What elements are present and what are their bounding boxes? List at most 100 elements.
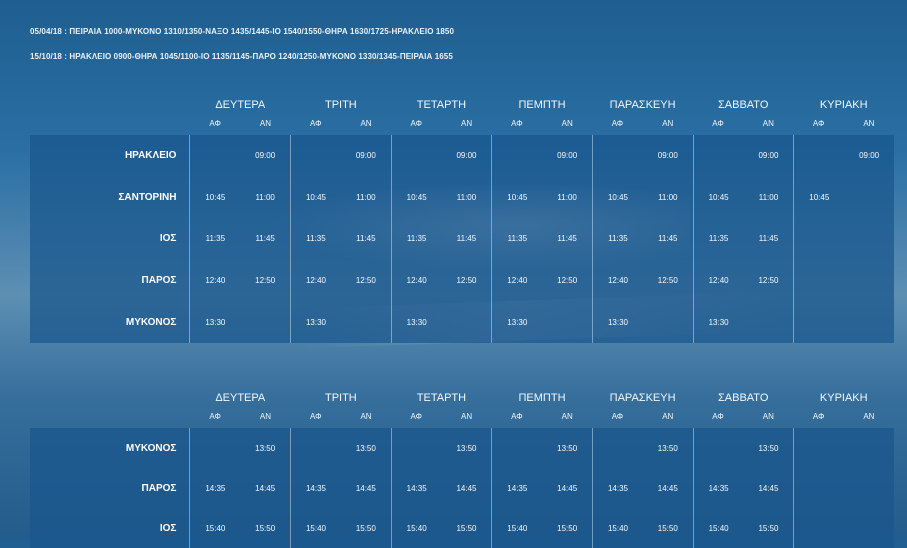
departure-time: 15:50 bbox=[456, 523, 477, 533]
arrival-time: 15:40 bbox=[305, 523, 327, 533]
departure-time: 09:00 bbox=[456, 151, 477, 161]
departure-time: 14:45 bbox=[355, 483, 376, 493]
day-header-wednesday: ΤΕΤΑΡΤΗ bbox=[416, 392, 467, 404]
time-row: 10:45 11:00 bbox=[190, 177, 290, 219]
departure-time: 12:50 bbox=[758, 276, 779, 286]
departure-time: 11:00 bbox=[456, 192, 477, 202]
time-row bbox=[794, 260, 894, 302]
departure-label: ΑΝ bbox=[360, 118, 372, 128]
time-row: 13:50 bbox=[190, 428, 290, 468]
time-row: 12:40 12:50 bbox=[392, 260, 492, 302]
departure-time: 15:50 bbox=[657, 523, 678, 533]
time-row: 14:35 14:45 bbox=[694, 468, 794, 508]
departure-time: 09:00 bbox=[859, 151, 880, 161]
time-row: 14:35 14:45 bbox=[392, 468, 492, 508]
departure-time: 11:00 bbox=[255, 192, 275, 202]
arrival-label: ΑΦ bbox=[410, 411, 423, 421]
time-row: 13:30 bbox=[392, 301, 492, 343]
arrival-time: 12:40 bbox=[406, 276, 427, 286]
departure-time: 09:00 bbox=[255, 151, 276, 161]
time-row bbox=[794, 218, 894, 260]
day-column-saturday: 09:00 10:45 11:00 11:35 11:45 12:40 12:50 1… bbox=[692, 135, 794, 343]
departure-time: 11:45 bbox=[758, 234, 779, 244]
time-row bbox=[794, 428, 894, 468]
departure-label: ΑΝ bbox=[863, 118, 875, 128]
time-row: 09:00 bbox=[291, 135, 391, 177]
departure-time: 14:45 bbox=[557, 483, 578, 493]
departure-label: ΑΝ bbox=[561, 411, 573, 421]
arrival-label: ΑΦ bbox=[712, 118, 724, 128]
time-row: 13:50 bbox=[593, 428, 693, 468]
port-name: ΜΥΚΟΝΟΣ bbox=[125, 316, 177, 328]
port-name: ΙΟΣ bbox=[159, 233, 177, 245]
arrival-time: 13:30 bbox=[607, 317, 628, 327]
arrival-time: 10:45 bbox=[507, 192, 528, 202]
arrival-label: ΑΦ bbox=[812, 411, 825, 421]
arrival-label: ΑΦ bbox=[812, 118, 825, 128]
departure-time: 11:00 bbox=[356, 192, 376, 202]
time-row: 09:00 bbox=[593, 135, 693, 177]
time-row: 09:00 bbox=[392, 135, 492, 177]
day-header-monday: ΔΕΥΤΕΡΑ bbox=[215, 392, 266, 404]
time-row: 10:45 11:00 bbox=[291, 177, 391, 219]
timetable-grid: ΗΡΑΚΛΕΙΟ ΣΑΝΤΟΡΙΝΗ ΙΟΣ ΠΑΡΟΣ ΜΥΚΟΝΟΣ 09:… bbox=[30, 135, 894, 343]
arrival-time: 10:45 bbox=[708, 192, 729, 202]
time-row: 09:00 bbox=[190, 135, 290, 177]
day-column-saturday: 13:50 14:35 14:45 15:40 15:50 bbox=[692, 428, 794, 548]
time-row: 15:40 15:50 bbox=[392, 508, 492, 548]
departure-time: 15:50 bbox=[557, 523, 578, 533]
departure-time: 11:00 bbox=[658, 192, 678, 202]
port-name: ΗΡΑΚΛΕΙΟ bbox=[124, 150, 177, 162]
schedule-table-1: ΔΕΥΤΕΡΑ ΤΡΙΤΗ ΤΕΤΑΡΤΗ ΠΕΜΠΤΗ ΠΑΡΑΣΚΕΥΗ Σ… bbox=[30, 96, 894, 343]
departure-time: 15:50 bbox=[355, 523, 376, 533]
arrival-time: 14:35 bbox=[607, 483, 628, 493]
time-row bbox=[794, 468, 894, 508]
time-row: 15:40 15:50 bbox=[492, 508, 592, 548]
departure-time: 11:45 bbox=[557, 234, 577, 244]
departure-label: ΑΝ bbox=[762, 411, 774, 421]
arrival-time: 10:45 bbox=[607, 192, 628, 202]
arrival-time: 10:45 bbox=[205, 192, 226, 202]
arrival-time: 11:35 bbox=[205, 234, 226, 244]
arrival-label: ΑΦ bbox=[712, 411, 724, 421]
arrival-label: ΑΦ bbox=[511, 118, 523, 128]
departure-time: 13:50 bbox=[557, 443, 578, 453]
arrival-time: 15:40 bbox=[205, 523, 226, 533]
time-row: 10:45 11:00 bbox=[593, 177, 693, 219]
departure-label: ΑΝ bbox=[259, 118, 271, 128]
departure-time: 11:45 bbox=[356, 234, 376, 244]
departure-time: 13:50 bbox=[255, 443, 276, 453]
departure-label: ΑΝ bbox=[461, 118, 473, 128]
time-row: 13:30 bbox=[593, 301, 693, 343]
arrival-time: 14:35 bbox=[305, 483, 327, 493]
departure-time: 14:45 bbox=[758, 483, 779, 493]
departure-time: 09:00 bbox=[557, 151, 578, 161]
arrival-time: 11:35 bbox=[406, 234, 427, 244]
port-column: ΜΥΚΟΝΟΣ ΠΑΡΟΣ ΙΟΣ bbox=[30, 428, 189, 548]
time-row: 13:30 bbox=[694, 301, 794, 343]
day-header-tuesday: ΤΡΙΤΗ bbox=[324, 392, 357, 404]
arrival-label: ΑΦ bbox=[309, 411, 322, 421]
arr-dep-header-row: ΑΦ ΑΝ ΑΦ ΑΝ ΑΦ ΑΝ ΑΦ ΑΝ ΑΦ ΑΝ ΑΦ ΑΝ ΑΦ ΑΝ bbox=[190, 407, 894, 425]
port-column: ΗΡΑΚΛΕΙΟ ΣΑΝΤΟΡΙΝΗ ΙΟΣ ΠΑΡΟΣ ΜΥΚΟΝΟΣ bbox=[30, 135, 189, 343]
time-row: 11:35 11:45 bbox=[291, 218, 391, 260]
time-row: 15:40 15:50 bbox=[694, 508, 794, 548]
arrival-label: ΑΦ bbox=[611, 411, 624, 421]
arrival-time: 14:35 bbox=[507, 483, 528, 493]
arrival-time: 11:35 bbox=[608, 234, 628, 244]
time-row: 13:50 bbox=[291, 428, 391, 468]
arrival-label: ΑΦ bbox=[611, 118, 624, 128]
day-header-row: ΔΕΥΤΕΡΑ ΤΡΙΤΗ ΤΕΤΑΡΤΗ ΠΕΜΠΤΗ ΠΑΡΑΣΚΕΥΗ Σ… bbox=[190, 96, 894, 114]
day-header-thursday: ΠΕΜΠΤΗ bbox=[518, 99, 566, 111]
arrival-time: 12:40 bbox=[507, 276, 528, 286]
time-row bbox=[794, 508, 894, 548]
arrival-time: 15:40 bbox=[607, 523, 628, 533]
port-name: ΠΑΡΟΣ bbox=[141, 275, 177, 287]
departure-time: 09:00 bbox=[657, 151, 678, 161]
time-row: 14:35 14:45 bbox=[291, 468, 391, 508]
port-name: ΠΑΡΟΣ bbox=[141, 482, 177, 494]
departure-time: 12:50 bbox=[557, 276, 578, 286]
day-header-friday: ΠΑΡΑΣΚΕΥΗ bbox=[609, 392, 676, 404]
time-row: 09:00 bbox=[794, 135, 894, 177]
day-column-thursday: 13:50 14:35 14:45 15:40 15:50 bbox=[491, 428, 592, 548]
